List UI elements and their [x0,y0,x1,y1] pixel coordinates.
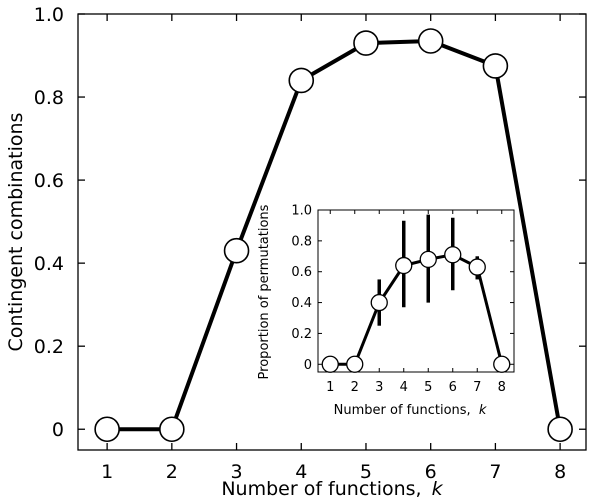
main-x-axis-title: Number of functions, k [221,478,443,500]
main-x-tick-label: 8 [554,461,566,483]
main-series [94,28,573,443]
main-y-tick-label: 0.2 [34,336,64,358]
inset-x-tick-label: 1 [326,380,334,395]
inset-background [318,210,514,372]
main-chart: 0 0.2 0.4 0.6 0.8 1.0 1 2 3 4 5 6 7 8 Contingent com… [5,4,587,500]
main-x-tick-label: 2 [166,461,178,483]
inset-data-point [493,355,511,373]
main-y-tick-label: 0 [52,419,64,441]
main-y-axis-title: Contingent combinations [5,113,27,352]
inset-y-tick-label: 0.6 [291,265,312,280]
inset-data-point [346,355,364,373]
inset-y-tick-label: 0.2 [291,327,312,342]
inset-x-tick-label: 6 [449,380,457,395]
inset-x-tick-label: 2 [351,380,359,395]
main-y-tick-label: 0.4 [34,253,64,275]
main-x-tick-label: 6 [425,461,437,483]
inset-x-ticks: 1 2 3 4 5 6 7 8 [326,210,506,395]
inset-data-point [444,246,462,264]
inset-series [321,214,511,373]
inset-data-point [419,250,437,269]
inset-x-tick-label: 3 [375,380,383,395]
inset-x-tick-label: 4 [400,380,408,395]
inset-data-point [468,258,486,276]
inset-x-tick-label: 7 [473,380,481,395]
inset-x-axis-title-var: k [479,403,487,418]
main-data-point [288,67,315,94]
main-y-tick-label: 0.6 [34,170,64,192]
inset-x-tick-label: 8 [498,380,506,395]
inset-x-axis-title-text: Number of functions, [334,403,471,418]
inset-y-tick-label: 0.4 [291,296,312,311]
inset-data-point [395,256,413,275]
inset-plot-frame [317,209,515,373]
inset-y-tick-label: 1.0 [291,204,312,219]
main-x-tick-label: 3 [231,461,243,483]
main-data-point [353,30,379,56]
main-x-ticks: 1 2 3 4 5 6 7 8 [101,14,566,483]
main-data-point [547,416,573,443]
main-x-tick-label: 4 [295,461,307,483]
inset-x-tick-label: 5 [424,380,432,395]
inset-y-tick-label: 0.8 [291,234,312,249]
main-data-point [159,416,185,443]
inset-data-point [370,293,388,312]
main-x-tick-label: 7 [489,461,501,483]
inset-y-tick-label: 0 [304,358,312,373]
inset-chart: 0 0.2 0.4 0.6 0.8 1.0 1 2 3 4 5 6 7 8 Proportion of … [257,204,515,418]
main-x-axis-title-text: Number of functions, [221,478,421,500]
inset-y-ticks: 0 0.2 0.4 0.6 0.8 1.0 [291,204,514,373]
main-data-point [482,53,509,79]
main-plot-frame [77,13,587,451]
inset-data-point [321,355,339,373]
main-data-point [223,237,250,264]
main-x-tick-label: 5 [360,461,372,483]
main-x-axis-title-var: k [432,478,444,500]
main-y-tick-label: 1.0 [34,4,64,26]
main-y-tick-label: 0.8 [34,87,64,109]
main-data-point [417,28,444,54]
inset-x-axis-title: Number of functions, k [334,403,487,418]
main-x-tick-label: 1 [101,461,113,483]
inset-y-axis-title: Proportion of permutations [257,204,272,379]
main-data-point [94,416,120,443]
main-y-ticks: 0 0.2 0.4 0.6 0.8 1.0 [34,4,586,441]
